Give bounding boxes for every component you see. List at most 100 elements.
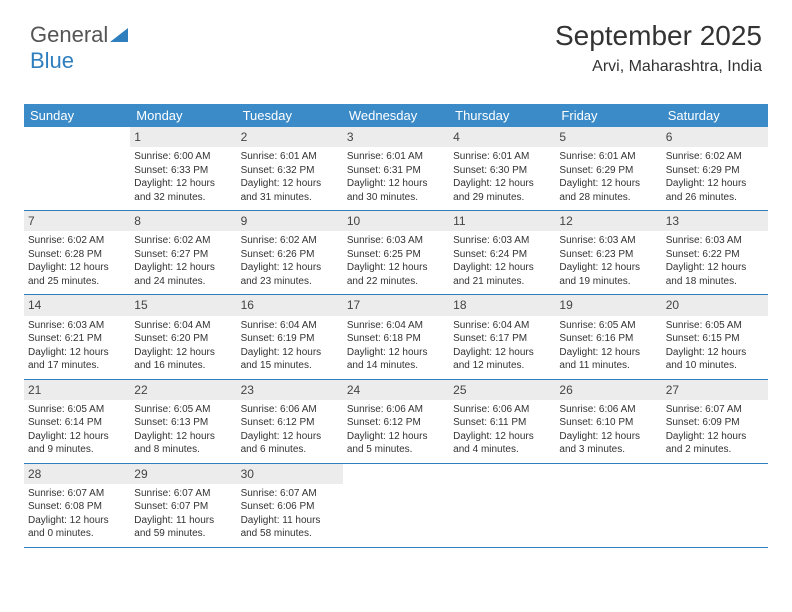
calendar-cell: 3Sunrise: 6:01 AMSunset: 6:31 PMDaylight…	[343, 127, 449, 210]
daylight-text: Daylight: 12 hours and 9 minutes.	[28, 430, 126, 457]
sunset-text: Sunset: 6:09 PM	[666, 416, 764, 430]
calendar-cell: 10Sunrise: 6:03 AMSunset: 6:25 PMDayligh…	[343, 211, 449, 294]
calendar-week: 21Sunrise: 6:05 AMSunset: 6:14 PMDayligh…	[24, 380, 768, 464]
sunrise-text: Sunrise: 6:01 AM	[453, 150, 551, 164]
logo: General Blue	[30, 22, 130, 74]
sunrise-text: Sunrise: 6:05 AM	[134, 403, 232, 417]
daylight-text: Daylight: 12 hours and 24 minutes.	[134, 261, 232, 288]
sunrise-text: Sunrise: 6:06 AM	[559, 403, 657, 417]
day-number: 20	[662, 295, 768, 315]
sunrise-text: Sunrise: 6:03 AM	[28, 319, 126, 333]
calendar-cell: 6Sunrise: 6:02 AMSunset: 6:29 PMDaylight…	[662, 127, 768, 210]
daylight-text: Daylight: 12 hours and 0 minutes.	[28, 514, 126, 541]
calendar-cell: 30Sunrise: 6:07 AMSunset: 6:06 PMDayligh…	[237, 464, 343, 547]
sunset-text: Sunset: 6:17 PM	[453, 332, 551, 346]
day-number: 24	[343, 380, 449, 400]
calendar-cell: 24Sunrise: 6:06 AMSunset: 6:12 PMDayligh…	[343, 380, 449, 463]
sunset-text: Sunset: 6:18 PM	[347, 332, 445, 346]
sunrise-text: Sunrise: 6:05 AM	[28, 403, 126, 417]
sunset-text: Sunset: 6:16 PM	[559, 332, 657, 346]
calendar-cell: 27Sunrise: 6:07 AMSunset: 6:09 PMDayligh…	[662, 380, 768, 463]
calendar-week: 1Sunrise: 6:00 AMSunset: 6:33 PMDaylight…	[24, 127, 768, 211]
calendar-cell: 17Sunrise: 6:04 AMSunset: 6:18 PMDayligh…	[343, 295, 449, 378]
calendar-cell: 15Sunrise: 6:04 AMSunset: 6:20 PMDayligh…	[130, 295, 236, 378]
calendar-cell: 8Sunrise: 6:02 AMSunset: 6:27 PMDaylight…	[130, 211, 236, 294]
day-number: 16	[237, 295, 343, 315]
sunrise-text: Sunrise: 6:06 AM	[241, 403, 339, 417]
sunrise-text: Sunrise: 6:05 AM	[666, 319, 764, 333]
sunset-text: Sunset: 6:26 PM	[241, 248, 339, 262]
sunrise-text: Sunrise: 6:01 AM	[241, 150, 339, 164]
day-number: 15	[130, 295, 236, 315]
calendar-cell: 21Sunrise: 6:05 AMSunset: 6:14 PMDayligh…	[24, 380, 130, 463]
sunrise-text: Sunrise: 6:00 AM	[134, 150, 232, 164]
day-number: 14	[24, 295, 130, 315]
calendar-cell	[24, 127, 130, 210]
day-number: 8	[130, 211, 236, 231]
day-number: 13	[662, 211, 768, 231]
sunset-text: Sunset: 6:30 PM	[453, 164, 551, 178]
sunrise-text: Sunrise: 6:07 AM	[134, 487, 232, 501]
calendar: Sunday Monday Tuesday Wednesday Thursday…	[24, 104, 768, 548]
day-number: 27	[662, 380, 768, 400]
day-number: 22	[130, 380, 236, 400]
day-number: 7	[24, 211, 130, 231]
daylight-text: Daylight: 12 hours and 11 minutes.	[559, 346, 657, 373]
day-number: 26	[555, 380, 661, 400]
sunset-text: Sunset: 6:21 PM	[28, 332, 126, 346]
sunset-text: Sunset: 6:22 PM	[666, 248, 764, 262]
sunrise-text: Sunrise: 6:03 AM	[453, 234, 551, 248]
weekday-label: Tuesday	[237, 104, 343, 127]
sunrise-text: Sunrise: 6:06 AM	[453, 403, 551, 417]
calendar-cell: 22Sunrise: 6:05 AMSunset: 6:13 PMDayligh…	[130, 380, 236, 463]
daylight-text: Daylight: 12 hours and 15 minutes.	[241, 346, 339, 373]
sunset-text: Sunset: 6:08 PM	[28, 500, 126, 514]
daylight-text: Daylight: 12 hours and 31 minutes.	[241, 177, 339, 204]
day-number: 5	[555, 127, 661, 147]
calendar-cell: 7Sunrise: 6:02 AMSunset: 6:28 PMDaylight…	[24, 211, 130, 294]
calendar-cell	[343, 464, 449, 547]
calendar-week: 28 Sunrise: 6:07 AM Sunset: 6:08 PMDayligh…	[24, 464, 768, 548]
sunset-text: Sunset: 6:23 PM	[559, 248, 657, 262]
sunset-text: Sunset: 6:19 PM	[241, 332, 339, 346]
day-number: 30	[237, 464, 343, 484]
calendar-cell: 18Sunrise: 6:04 AMSunset: 6:17 PMDayligh…	[449, 295, 555, 378]
sunrise-text: Sunrise: 6:04 AM	[241, 319, 339, 333]
daylight-text: Daylight: 12 hours and 29 minutes.	[453, 177, 551, 204]
sunset-text: Sunset: 6:13 PM	[134, 416, 232, 430]
daylight-text: Daylight: 12 hours and 16 minutes.	[134, 346, 232, 373]
calendar-cell: 19Sunrise: 6:05 AMSunset: 6:16 PMDayligh…	[555, 295, 661, 378]
sunset-text: Sunset: 6:24 PM	[453, 248, 551, 262]
calendar-cell: 28Sunrise: 6:07 AMSunset: 6:08 PMDayligh…	[24, 464, 130, 547]
sunset-text: Sunset: 6:07 PM	[134, 500, 232, 514]
sunrise-text: Sunrise: 6:02 AM	[666, 150, 764, 164]
day-number: 2	[237, 127, 343, 147]
sunrise-text: Sunrise: 6:07 AM	[241, 487, 339, 501]
logo-text-1: General	[30, 22, 108, 47]
day-number: 28	[24, 464, 130, 484]
day-number: 10	[343, 211, 449, 231]
daylight-text: Daylight: 12 hours and 22 minutes.	[347, 261, 445, 288]
calendar-cell: 12Sunrise: 6:03 AMSunset: 6:23 PMDayligh…	[555, 211, 661, 294]
calendar-cell: 14Sunrise: 6:03 AMSunset: 6:21 PMDayligh…	[24, 295, 130, 378]
calendar-cell: 25Sunrise: 6:06 AMSunset: 6:11 PMDayligh…	[449, 380, 555, 463]
daylight-text: Daylight: 12 hours and 32 minutes.	[134, 177, 232, 204]
sunset-text: Sunset: 6:33 PM	[134, 164, 232, 178]
logo-sail-icon	[110, 28, 130, 44]
daylight-text: Daylight: 12 hours and 12 minutes.	[453, 346, 551, 373]
calendar-cell: 23Sunrise: 6:06 AMSunset: 6:12 PMDayligh…	[237, 380, 343, 463]
weekday-label: Wednesday	[343, 104, 449, 127]
sunrise-text: Sunrise: 6:03 AM	[666, 234, 764, 248]
weekday-header: Sunday Monday Tuesday Wednesday Thursday…	[24, 104, 768, 127]
weekday-label: Thursday	[449, 104, 555, 127]
daylight-text: Daylight: 12 hours and 30 minutes.	[347, 177, 445, 204]
sunset-text: Sunset: 6:32 PM	[241, 164, 339, 178]
sunrise-text: Sunrise: 6:02 AM	[28, 234, 126, 248]
weekday-label: Monday	[130, 104, 236, 127]
sunset-text: Sunset: 6:11 PM	[453, 416, 551, 430]
sunrise-text: Sunrise: 6:04 AM	[134, 319, 232, 333]
calendar-cell: 20Sunrise: 6:05 AMSunset: 6:15 PMDayligh…	[662, 295, 768, 378]
daylight-text: Daylight: 12 hours and 18 minutes.	[666, 261, 764, 288]
day-number: 17	[343, 295, 449, 315]
page-title: September 2025	[555, 20, 762, 52]
